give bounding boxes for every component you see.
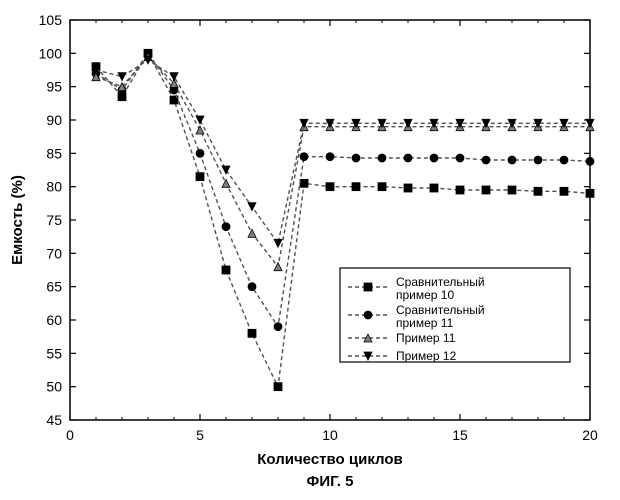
legend-label: Пример 12	[396, 349, 457, 363]
series-marker	[378, 183, 386, 191]
legend-label: Сравнительный	[396, 303, 485, 317]
svg-text:10: 10	[322, 427, 338, 443]
series-marker	[404, 184, 412, 192]
series-marker	[248, 283, 256, 291]
legend-label: пример 11	[396, 316, 454, 330]
svg-text:55: 55	[46, 345, 62, 361]
series-marker	[196, 173, 204, 181]
svg-text:95: 95	[46, 79, 62, 95]
series-marker	[274, 383, 282, 391]
series-marker	[248, 229, 256, 237]
svg-text:90: 90	[46, 112, 62, 128]
series-marker	[560, 156, 568, 164]
svg-text:20: 20	[582, 427, 598, 443]
series-marker	[300, 153, 308, 161]
series-marker	[586, 189, 594, 197]
svg-text:15: 15	[452, 427, 468, 443]
series-marker	[274, 323, 282, 331]
series-marker	[248, 329, 256, 337]
series-marker	[300, 179, 308, 187]
series-marker	[222, 266, 230, 274]
series-marker	[430, 154, 438, 162]
x-axis-label: Количество циклов	[257, 451, 402, 468]
series-marker	[404, 154, 412, 162]
series-marker	[560, 187, 568, 195]
svg-text:105: 105	[39, 12, 63, 28]
series-marker	[508, 156, 516, 164]
series-marker	[274, 263, 282, 271]
svg-text:5: 5	[196, 427, 204, 443]
svg-text:0: 0	[66, 427, 74, 443]
series-marker	[482, 186, 490, 194]
series-marker	[326, 183, 334, 191]
series-marker	[222, 223, 230, 231]
svg-text:85: 85	[46, 145, 62, 161]
series-marker	[482, 156, 490, 164]
series-marker	[534, 156, 542, 164]
series-marker	[456, 154, 464, 162]
chart-caption: ФИГ. 5	[307, 473, 354, 490]
series-marker	[586, 157, 594, 165]
series-marker	[196, 126, 204, 134]
series-marker	[248, 203, 256, 211]
series-marker	[196, 149, 204, 157]
series-marker	[222, 179, 230, 187]
series-marker	[326, 153, 334, 161]
svg-text:100: 100	[39, 45, 63, 61]
svg-text:70: 70	[46, 245, 62, 261]
series-marker	[430, 184, 438, 192]
svg-text:80: 80	[46, 179, 62, 195]
series-marker	[586, 119, 594, 127]
legend-label: пример 10	[396, 288, 454, 302]
legend-label: Сравнительный	[396, 275, 485, 289]
svg-text:45: 45	[46, 412, 62, 428]
svg-text:60: 60	[46, 312, 62, 328]
chart-container: 45 50 55 60 65 70 75 80 85 90 95 100 105 0 5 10 15 20 Коли…	[0, 0, 620, 500]
series-marker	[352, 183, 360, 191]
series-marker	[534, 187, 542, 195]
y-axis-label: Емкость (%)	[9, 175, 26, 265]
series-marker	[274, 239, 282, 247]
series-marker	[508, 186, 516, 194]
series-marker	[378, 154, 386, 162]
series-marker	[300, 119, 308, 127]
svg-text:50: 50	[46, 379, 62, 395]
svg-text:75: 75	[46, 212, 62, 228]
legend-label: Пример 11	[396, 331, 456, 345]
series-marker	[456, 186, 464, 194]
series-marker	[196, 116, 204, 124]
series-marker	[352, 154, 360, 162]
svg-text:65: 65	[46, 279, 62, 295]
line-chart: 45 50 55 60 65 70 75 80 85 90 95 100 105 0 5 10 15 20 Коли…	[0, 0, 620, 500]
